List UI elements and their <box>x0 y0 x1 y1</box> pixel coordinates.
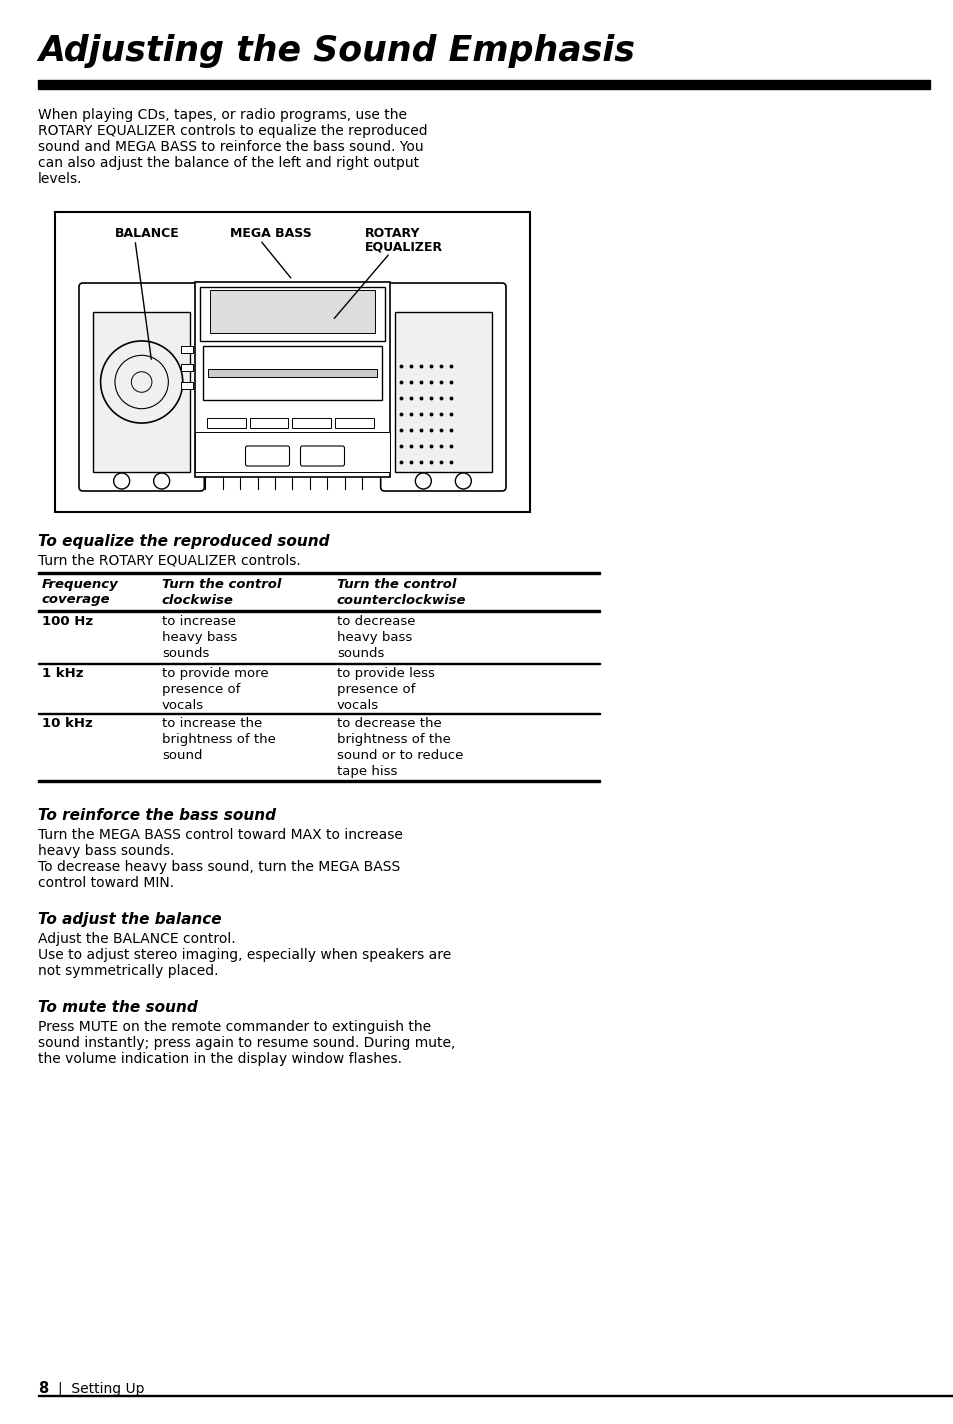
Text: To equalize the reproduced sound: To equalize the reproduced sound <box>38 534 329 550</box>
FancyBboxPatch shape <box>245 446 289 466</box>
Text: to decrease
heavy bass
sounds: to decrease heavy bass sounds <box>336 615 416 659</box>
FancyBboxPatch shape <box>300 446 344 466</box>
Text: To reinforce the bass sound: To reinforce the bass sound <box>38 807 275 823</box>
Bar <box>203 346 381 400</box>
Text: levels.: levels. <box>38 172 82 187</box>
Bar <box>38 571 599 574</box>
Bar <box>195 282 389 477</box>
Text: not symmetrically placed.: not symmetrically placed. <box>38 964 218 978</box>
Text: control toward MIN.: control toward MIN. <box>38 876 174 890</box>
Bar <box>181 346 193 353</box>
Text: the volume indication in the display window flashes.: the volume indication in the display win… <box>38 1052 401 1067</box>
Text: 10 kHz: 10 kHz <box>42 718 92 731</box>
Bar <box>395 312 492 471</box>
Text: to increase
heavy bass
sounds: to increase heavy bass sounds <box>162 615 237 659</box>
Circle shape <box>153 473 170 488</box>
Text: When playing CDs, tapes, or radio programs, use the: When playing CDs, tapes, or radio progra… <box>38 108 407 122</box>
Bar <box>200 288 384 340</box>
Text: Turn the control
counterclockwise: Turn the control counterclockwise <box>336 578 466 607</box>
Text: |  Setting Up: | Setting Up <box>58 1381 144 1396</box>
Text: Adjust the BALANCE control.: Adjust the BALANCE control. <box>38 931 235 946</box>
Text: sound and MEGA BASS to reinforce the bass sound. You: sound and MEGA BASS to reinforce the bas… <box>38 140 423 154</box>
Bar <box>335 419 374 429</box>
Bar <box>207 419 246 429</box>
Bar <box>208 369 376 377</box>
Bar <box>250 419 288 429</box>
Bar <box>210 290 375 332</box>
Text: 8: 8 <box>38 1381 49 1396</box>
Text: BALANCE: BALANCE <box>115 226 179 241</box>
Text: Frequency
coverage: Frequency coverage <box>42 578 118 607</box>
Bar <box>181 363 193 370</box>
Text: sound instantly; press again to resume sound. During mute,: sound instantly; press again to resume s… <box>38 1037 455 1049</box>
Bar <box>55 212 530 513</box>
Text: EQUALIZER: EQUALIZER <box>365 241 442 253</box>
FancyBboxPatch shape <box>380 283 505 491</box>
Circle shape <box>455 473 471 488</box>
Text: ROTARY EQUALIZER controls to equalize the reproduced: ROTARY EQUALIZER controls to equalize th… <box>38 124 427 138</box>
Bar <box>38 609 599 612</box>
Text: ROTARY: ROTARY <box>365 226 420 241</box>
Circle shape <box>113 473 130 488</box>
Text: to provide less
presence of
vocals: to provide less presence of vocals <box>336 666 435 712</box>
Text: MEGA BASS: MEGA BASS <box>230 226 312 241</box>
Bar <box>38 780 599 782</box>
Text: Use to adjust stereo imaging, especially when speakers are: Use to adjust stereo imaging, especially… <box>38 948 451 963</box>
Text: heavy bass sounds.: heavy bass sounds. <box>38 844 174 859</box>
Bar <box>181 382 193 389</box>
Bar <box>38 80 929 88</box>
Text: Press MUTE on the remote commander to extinguish the: Press MUTE on the remote commander to ex… <box>38 1020 431 1034</box>
Bar <box>195 431 389 471</box>
Text: To decrease heavy bass sound, turn the MEGA BASS: To decrease heavy bass sound, turn the M… <box>38 860 400 874</box>
Text: Turn the MEGA BASS control toward MAX to increase: Turn the MEGA BASS control toward MAX to… <box>38 827 402 842</box>
FancyBboxPatch shape <box>79 283 204 491</box>
Text: Turn the control
clockwise: Turn the control clockwise <box>162 578 281 607</box>
Circle shape <box>415 473 431 488</box>
Text: 100 Hz: 100 Hz <box>42 615 93 628</box>
Text: to decrease the
brightness of the
sound or to reduce
tape hiss: to decrease the brightness of the sound … <box>336 718 463 778</box>
Text: to provide more
presence of
vocals: to provide more presence of vocals <box>162 666 269 712</box>
Text: To mute the sound: To mute the sound <box>38 1000 197 1015</box>
Text: Adjusting the Sound Emphasis: Adjusting the Sound Emphasis <box>38 34 634 68</box>
Text: to increase the
brightness of the
sound: to increase the brightness of the sound <box>162 718 275 762</box>
Text: Turn the ROTARY EQUALIZER controls.: Turn the ROTARY EQUALIZER controls. <box>38 554 300 568</box>
Text: can also adjust the balance of the left and right output: can also adjust the balance of the left … <box>38 157 418 169</box>
Bar <box>293 419 331 429</box>
Text: 1 kHz: 1 kHz <box>42 666 84 681</box>
Text: To adjust the balance: To adjust the balance <box>38 911 221 927</box>
Bar <box>92 312 190 471</box>
